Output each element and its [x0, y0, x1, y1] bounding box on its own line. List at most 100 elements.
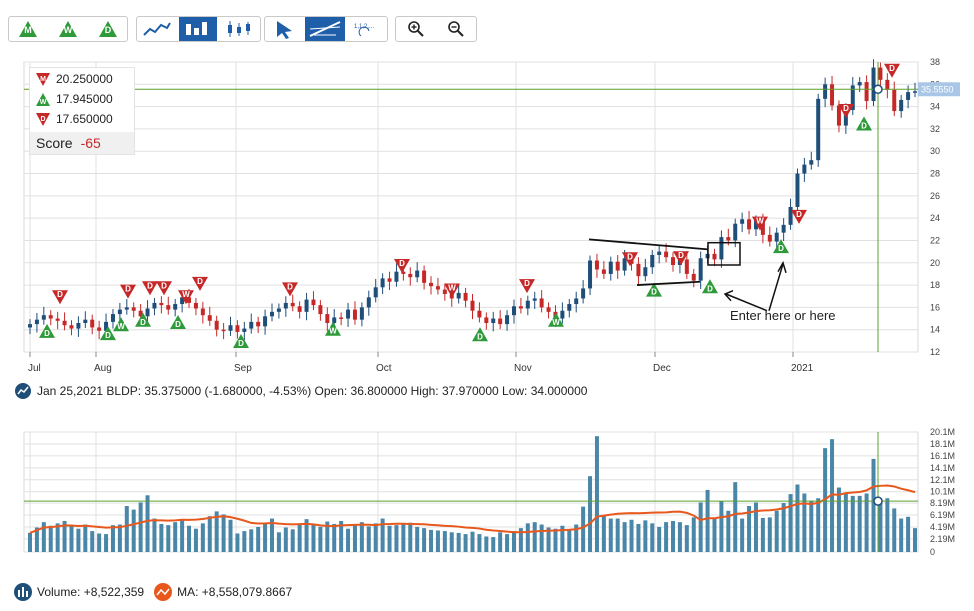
- candle-body[interactable]: [546, 307, 551, 312]
- volume-bar[interactable]: [650, 523, 655, 552]
- volume-bar[interactable]: [574, 524, 579, 552]
- candle-body[interactable]: [774, 232, 779, 242]
- volume-bar[interactable]: [97, 533, 102, 552]
- volume-bar[interactable]: [913, 528, 917, 552]
- candle-body[interactable]: [698, 258, 703, 281]
- volume-bar[interactable]: [187, 525, 192, 552]
- volume-bar[interactable]: [788, 494, 793, 552]
- candle-body[interactable]: [207, 315, 212, 321]
- candle-body[interactable]: [131, 307, 136, 311]
- sell-signal-d[interactable]: D: [282, 282, 298, 297]
- volume-bar[interactable]: [726, 510, 731, 552]
- volume-bar[interactable]: [180, 520, 185, 552]
- candle-body[interactable]: [124, 307, 129, 310]
- candle-body[interactable]: [491, 318, 496, 323]
- candle-body[interactable]: [394, 271, 399, 282]
- volume-bar[interactable]: [567, 529, 572, 552]
- candle-body[interactable]: [429, 282, 434, 287]
- volume-bar[interactable]: [581, 506, 586, 552]
- candle-body[interactable]: [747, 219, 752, 230]
- candle-body[interactable]: [442, 289, 447, 294]
- candle-body[interactable]: [55, 318, 60, 321]
- candle-body[interactable]: [470, 300, 475, 311]
- candle-body[interactable]: [622, 258, 627, 271]
- volume-bar[interactable]: [864, 493, 869, 552]
- candle-body[interactable]: [518, 306, 523, 309]
- candle-body[interactable]: [615, 261, 620, 271]
- volume-bar[interactable]: [138, 502, 143, 552]
- volume-bar[interactable]: [767, 517, 772, 552]
- sell-signal-d[interactable]: D: [838, 103, 854, 118]
- candle-body[interactable]: [311, 299, 316, 306]
- ohlc-bars-button[interactable]: [179, 17, 217, 41]
- volume-bar[interactable]: [276, 532, 281, 552]
- volume-bar[interactable]: [760, 517, 765, 552]
- candlesticks-button[interactable]: [220, 17, 258, 41]
- volume-bar[interactable]: [809, 500, 814, 552]
- volume-bar[interactable]: [505, 534, 510, 552]
- trend-lines-button[interactable]: [305, 17, 345, 41]
- candle-body[interactable]: [325, 314, 330, 323]
- volume-bar[interactable]: [885, 498, 890, 552]
- volume-bar[interactable]: [588, 476, 593, 552]
- volume-bar[interactable]: [401, 524, 406, 552]
- volume-bar[interactable]: [491, 537, 496, 552]
- sell-signal-d[interactable]: D: [791, 209, 807, 224]
- volume-bar[interactable]: [193, 528, 198, 552]
- sell-signal-w[interactable]: W: [178, 290, 194, 305]
- candle-body[interactable]: [166, 305, 171, 310]
- candle-body[interactable]: [415, 270, 420, 278]
- candle-body[interactable]: [138, 310, 143, 317]
- volume-bar[interactable]: [906, 516, 911, 552]
- candle-body[interactable]: [636, 263, 641, 277]
- candle-body[interactable]: [290, 302, 295, 307]
- volume-bar[interactable]: [622, 522, 627, 552]
- candle-body[interactable]: [906, 92, 911, 100]
- candle-body[interactable]: [830, 84, 835, 106]
- candle-body[interactable]: [297, 306, 302, 312]
- volume-bar[interactable]: [899, 518, 904, 552]
- candle-body[interactable]: [802, 164, 807, 174]
- candle-body[interactable]: [567, 304, 572, 311]
- candle-body[interactable]: [401, 271, 406, 274]
- volume-bar[interactable]: [753, 502, 758, 552]
- volume-bar[interactable]: [380, 518, 385, 552]
- volume-bar[interactable]: [325, 521, 330, 552]
- volume-bar[interactable]: [802, 493, 807, 552]
- candle-body[interactable]: [435, 286, 440, 290]
- candle-body[interactable]: [781, 224, 786, 233]
- volume-bar[interactable]: [318, 526, 323, 552]
- candle-body[interactable]: [339, 317, 344, 319]
- volume-bar[interactable]: [48, 525, 53, 552]
- candle-body[interactable]: [110, 314, 115, 322]
- volume-bar[interactable]: [511, 531, 516, 552]
- volume-bar[interactable]: [733, 482, 738, 552]
- volume-bar[interactable]: [283, 527, 288, 552]
- volume-bar[interactable]: [435, 530, 440, 552]
- volume-bar[interactable]: [449, 532, 454, 552]
- candle-body[interactable]: [28, 324, 32, 328]
- volume-bar[interactable]: [55, 523, 60, 552]
- volume-bar[interactable]: [408, 522, 413, 552]
- volume-bar[interactable]: [152, 518, 157, 552]
- volume-bar[interactable]: [269, 518, 274, 552]
- candle-body[interactable]: [767, 234, 772, 242]
- candle-body[interactable]: [498, 318, 503, 325]
- volume-bar[interactable]: [484, 536, 489, 552]
- candle-body[interactable]: [180, 297, 185, 305]
- buy-signal-d[interactable]: D: [773, 239, 789, 254]
- candle-body[interactable]: [560, 310, 565, 319]
- candle-body[interactable]: [359, 307, 364, 320]
- volume-bar[interactable]: [795, 484, 800, 552]
- candle-body[interactable]: [366, 297, 371, 308]
- volume-bar[interactable]: [422, 528, 427, 552]
- volume-bar[interactable]: [629, 519, 634, 552]
- candle-body[interactable]: [671, 257, 676, 265]
- volume-bar[interactable]: [525, 523, 530, 552]
- candle-body[interactable]: [152, 302, 157, 309]
- candle-body[interactable]: [588, 260, 593, 289]
- candle-body[interactable]: [159, 302, 164, 306]
- sell-signal-d[interactable]: D: [192, 276, 208, 291]
- candle-body[interactable]: [795, 173, 800, 207]
